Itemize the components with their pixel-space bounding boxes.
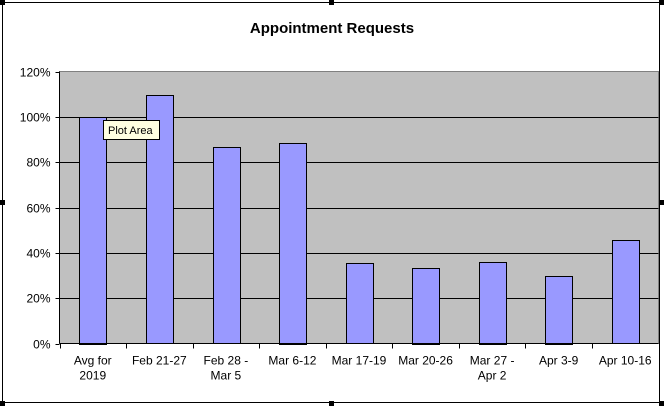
y-tick-label: 20%: [26, 292, 50, 306]
x-axis: Avg for 2019 Feb 21-27 Feb 28 -Mar 5 Mar 6-1…: [59, 343, 660, 383]
bar[interactable]: [79, 117, 107, 345]
x-tick-label: Mar 20-26: [398, 354, 453, 368]
selection-handle[interactable]: [659, 200, 664, 205]
x-tick-label: Mar 17-19: [332, 354, 387, 368]
tooltip-text: Plot Area: [108, 125, 154, 137]
selection-handle[interactable]: [659, 401, 664, 406]
y-tick-label: 40%: [26, 247, 50, 261]
selection-handle[interactable]: [0, 0, 5, 5]
bar[interactable]: [612, 240, 640, 344]
x-tick-label: Mar 27 -Apr 2: [470, 354, 515, 383]
selection-handle[interactable]: [0, 401, 5, 406]
selection-handle[interactable]: [329, 401, 334, 406]
x-tick-label: Feb 21-27: [132, 354, 187, 368]
bar[interactable]: [279, 143, 307, 345]
plot-area-tooltip: Plot Area: [103, 120, 160, 140]
y-tick-label: 120%: [20, 66, 51, 80]
x-tick-label: Avg for 2019: [74, 354, 112, 383]
chart-title: Appointment Requests: [250, 20, 414, 37]
x-tick-label: Apr 10-16: [599, 354, 652, 368]
y-tick-label: 60%: [26, 202, 50, 216]
bar[interactable]: [412, 268, 440, 345]
y-axis: 0% 20% 40% 60% 80% 100% 120%: [20, 66, 60, 352]
bar[interactable]: [545, 276, 573, 345]
x-tick-label: Feb 28 -Mar 5: [204, 354, 249, 383]
x-tick-label: Apr 3-9: [539, 354, 579, 368]
selection-handle[interactable]: [329, 0, 334, 5]
bars: [79, 95, 640, 345]
bar[interactable]: [346, 263, 374, 344]
bar[interactable]: [479, 262, 507, 345]
selection-handle[interactable]: [659, 0, 664, 5]
y-tick-label: 100%: [20, 111, 51, 125]
bar[interactable]: [213, 147, 241, 344]
y-tick-label: 0%: [33, 338, 51, 352]
x-tick-label: Mar 6-12: [268, 354, 316, 368]
selection-handle[interactable]: [0, 200, 5, 205]
y-tick-label: 80%: [26, 156, 50, 170]
